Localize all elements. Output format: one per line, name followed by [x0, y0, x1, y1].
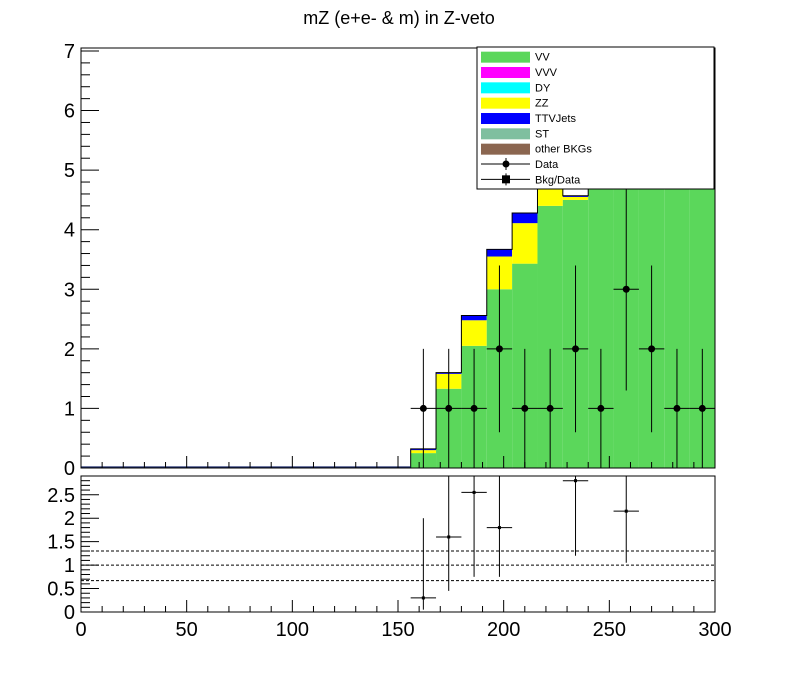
data-point: [648, 345, 656, 353]
legend-label: VV: [535, 52, 550, 64]
legend-swatch: [481, 67, 530, 78]
x-tick-label: 200: [487, 619, 520, 641]
ratio-point: [447, 535, 451, 539]
y-tick-label: 3: [64, 279, 75, 301]
legend-label: Data: [535, 159, 559, 171]
legend-swatch: [481, 82, 530, 94]
data-point: [470, 404, 478, 412]
legend-label: other BKGs: [535, 144, 592, 156]
data-point: [673, 404, 681, 412]
stack-bar-ttvjets: [562, 195, 589, 197]
data-point: [622, 285, 630, 293]
x-tick-label: 50: [176, 619, 198, 641]
legend-swatch: [481, 113, 530, 124]
legend-label: TTVJets: [535, 113, 576, 125]
y-tick-label: 6: [64, 101, 75, 123]
x-tick-label: 150: [381, 619, 414, 641]
y-tick-label: 1: [64, 398, 75, 420]
ratio-y-tick-label: 1: [64, 555, 75, 577]
data-point: [546, 404, 554, 412]
ratio-point: [421, 596, 425, 600]
y-tick-label: 2: [64, 339, 75, 361]
data-point: [597, 404, 605, 412]
chart-title: mZ (e+e- & m) in Z-veto: [303, 8, 495, 28]
legend-swatch: [481, 143, 530, 155]
ratio-panel: 00.511.522.5 0 50 100 150 200 250 300: [47, 475, 732, 641]
data-point: [572, 345, 580, 353]
data-point: [419, 404, 427, 412]
stack-bar-ttvjets: [461, 315, 487, 321]
y-tick-label: 5: [64, 160, 75, 182]
stack-bar-zz: [512, 223, 538, 264]
ratio-point: [472, 490, 476, 494]
ratio-y-tick-label: 0.5: [47, 579, 75, 601]
y-tick-label: 7: [64, 41, 75, 63]
data-point: [698, 404, 706, 412]
ratio-y-tick-label: 2.5: [47, 485, 75, 507]
legend-label: ZZ: [535, 98, 549, 110]
ratio-point: [497, 526, 501, 530]
stack-bar-ttvjets: [512, 213, 538, 224]
legend-marker: [502, 160, 510, 168]
legend-label: Bkg/Data: [535, 174, 581, 186]
data-point: [445, 404, 453, 412]
ratio-y-tick-label: 0: [64, 602, 75, 624]
x-tick-label: 0: [75, 619, 86, 641]
ratio-point: [624, 509, 628, 513]
stack-bar-ttvjets: [486, 249, 513, 257]
ratio-point: [574, 479, 578, 483]
legend-swatch: [481, 51, 530, 63]
data-point: [495, 345, 503, 353]
legend-swatch: [481, 97, 530, 109]
legend-swatch: [481, 128, 530, 140]
ratio-y-tick-label: 1.5: [47, 532, 75, 554]
legend-label: DY: [535, 82, 551, 94]
legend-marker: [502, 175, 510, 184]
stack-bar-zz: [461, 320, 487, 346]
stack-bar-zz: [562, 196, 589, 200]
stack-bar-zz: [537, 185, 563, 206]
x-tick-label: 250: [593, 619, 626, 641]
legend-label: VVV: [535, 67, 558, 79]
legend-label: ST: [535, 128, 549, 140]
x-tick-label: 100: [276, 619, 309, 641]
ratio-y-tick-label: 2: [64, 508, 75, 530]
ratio-plot-area: [81, 476, 715, 612]
y-tick-label: 0: [64, 458, 75, 480]
x-tick-label: 300: [698, 619, 731, 641]
y-tick-label: 4: [64, 220, 75, 242]
data-point: [521, 404, 529, 412]
